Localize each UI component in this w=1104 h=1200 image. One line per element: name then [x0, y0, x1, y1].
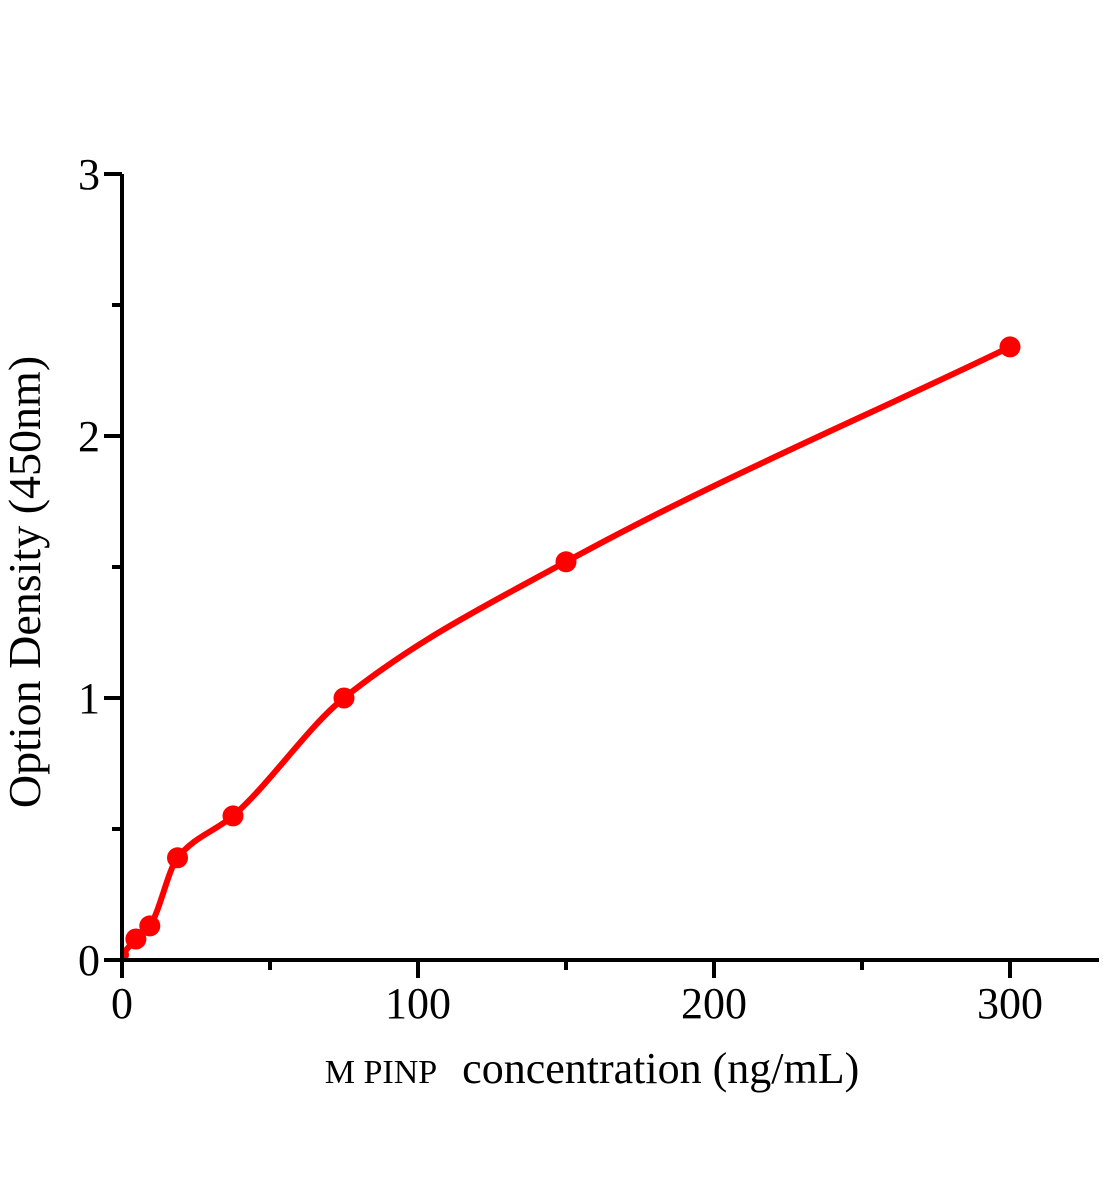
y-tick-label: 0 — [78, 936, 100, 985]
data-point — [555, 551, 577, 573]
y-tick-label: 2 — [78, 412, 100, 461]
data-point — [333, 687, 355, 709]
data-point — [222, 805, 244, 827]
chart-layers: 0 100 200 300 0 1 2 3 — [78, 150, 1099, 1028]
data-point — [999, 336, 1021, 358]
x-tick-label: 300 — [977, 979, 1043, 1028]
y-tick-label: 3 — [78, 150, 100, 199]
y-tick-label: 1 — [78, 674, 100, 723]
data-point — [167, 847, 188, 869]
data-point — [125, 928, 147, 950]
x-tick-label: 100 — [385, 979, 451, 1028]
data-point — [124, 948, 129, 958]
fitted-curve — [124, 343, 1013, 958]
data-point — [139, 915, 161, 937]
x-axis-title-main: concentration (ng/mL) — [462, 1044, 859, 1093]
x-axis-title: M PINP concentration (ng/mL) — [325, 1044, 860, 1093]
y-axis-title: Option Density (450nm) — [0, 356, 50, 808]
x-axis-title-prefix: M PINP — [325, 1054, 437, 1091]
x-tick-label: 200 — [681, 979, 747, 1028]
x-tick-label: 0 — [111, 979, 133, 1028]
